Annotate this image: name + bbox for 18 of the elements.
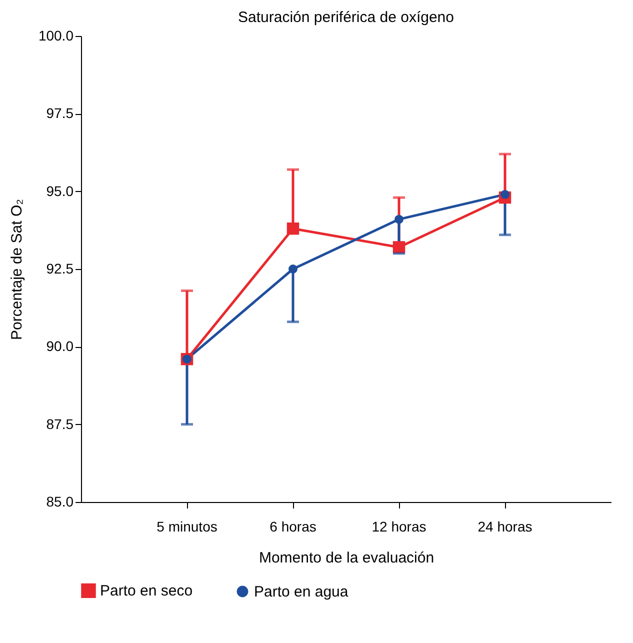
y-tick-label: 92.5 — [46, 260, 74, 276]
legend-label: Parto en seco — [100, 582, 193, 600]
x-axis-title: Momento de la evaluación — [258, 550, 434, 566]
x-tick-label: 6 horas — [270, 518, 316, 534]
y-tick-label: 87.5 — [46, 416, 74, 432]
y-tick-label: 100.0 — [38, 28, 74, 44]
y-axis-title: Porcentaje de Sat O₂ — [8, 198, 26, 340]
x-tick-label: 5 minutos — [156, 518, 218, 534]
point — [392, 241, 406, 254]
legend-label: Parto en agua — [254, 584, 349, 601]
x-tick-label: 24 horas — [478, 518, 532, 534]
x-tick-label: 12 horas — [372, 518, 426, 534]
y-tick-label: 90.0 — [46, 338, 74, 354]
point — [286, 222, 300, 235]
y-tick-label: 95.0 — [46, 182, 74, 199]
y-tick-label: 85.0 — [46, 494, 74, 510]
y-tick-label: 97.5 — [46, 105, 74, 122]
chart-title: Saturación periférica de oxígeno — [238, 9, 454, 26]
